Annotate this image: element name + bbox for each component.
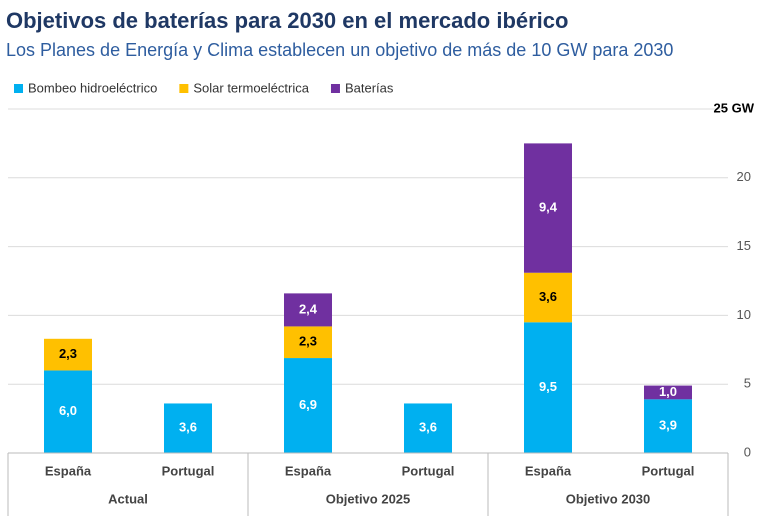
bar-segment [164,403,212,453]
data-label: 2,3 [299,334,317,349]
chart-subtitle: Los Planes de Energía y Clima establecen… [6,40,673,60]
data-label: 3,6 [419,420,437,435]
data-label: 2,4 [299,301,318,316]
bar-segment [644,385,692,400]
x-tick-label: Portugal [402,463,455,478]
bar-segment [284,358,332,453]
y-tick-label: 20 [737,169,751,184]
data-label: 2,3 [59,346,77,361]
data-label: 6,0 [59,403,77,418]
chart-title: Objetivos de baterías para 2030 en el me… [6,8,568,33]
bar-segment [44,370,92,453]
bar-segment [524,143,572,273]
bar-segment [404,403,452,453]
bar-segment [44,338,92,371]
group-label: Objetivo 2025 [326,491,411,506]
legend-label: Solar termoeléctrica [193,80,309,95]
data-label: 6,9 [299,397,317,412]
data-label: 3,6 [179,420,197,435]
y-tick-label: 10 [737,307,751,322]
y-tick-label: 0 [744,444,751,459]
legend-swatch [14,84,23,93]
bar-segment [644,399,692,453]
data-label: 3,9 [659,418,677,433]
x-tick-label: España [525,463,572,478]
x-tick-label: Portugal [642,463,695,478]
data-label: 9,5 [539,379,557,394]
group-label: Objetivo 2030 [566,491,651,506]
bar-segment [284,326,332,359]
bar-segment [284,293,332,327]
legend-label: Bombeo hidroeléctrico [28,80,157,95]
legend-label: Baterías [345,80,394,95]
bar-segment [524,272,572,323]
x-tick-label: España [285,463,332,478]
x-tick-label: España [45,463,92,478]
y-tick-label: 5 [744,376,751,391]
group-label: Actual [108,491,148,506]
data-label: 1,0 [659,384,677,399]
data-label: 3,6 [539,289,557,304]
legend-swatch [330,84,340,93]
x-tick-label: Portugal [162,463,215,478]
y-tick-label: 25 GW [714,100,755,115]
legend-swatch [179,84,189,93]
bar-segment [524,322,572,453]
data-label: 9,4 [539,200,558,215]
y-tick-label: 15 [737,238,751,253]
